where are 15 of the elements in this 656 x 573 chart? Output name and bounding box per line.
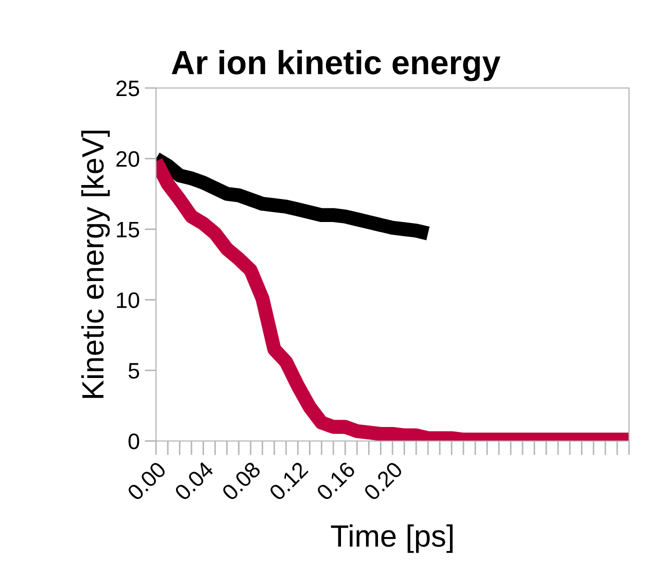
y-tick-label: 0: [128, 434, 140, 450]
y-tick-label: 10: [117, 292, 140, 308]
y-axis-title: Kinetic energy [keV]: [81, 130, 110, 398]
x-tick-label: 0.08: [221, 460, 262, 502]
y-tick-label: 20: [116, 151, 140, 167]
y-tick-label: 25: [116, 80, 140, 96]
x-tick-label: 0.20: [362, 460, 404, 502]
chart-title: Ar ion kinetic energy: [172, 50, 500, 82]
y-tick-label: 15: [117, 222, 140, 238]
x-axis-title: Time [ps]: [330, 524, 453, 553]
y-tick-label: 5: [128, 363, 140, 379]
x-tick-label: 0.16: [316, 460, 356, 502]
x-tick-label: 0.00: [126, 460, 167, 502]
x-tick-label: 0.04: [174, 460, 214, 502]
x-tick-label: 0.12: [268, 460, 309, 502]
